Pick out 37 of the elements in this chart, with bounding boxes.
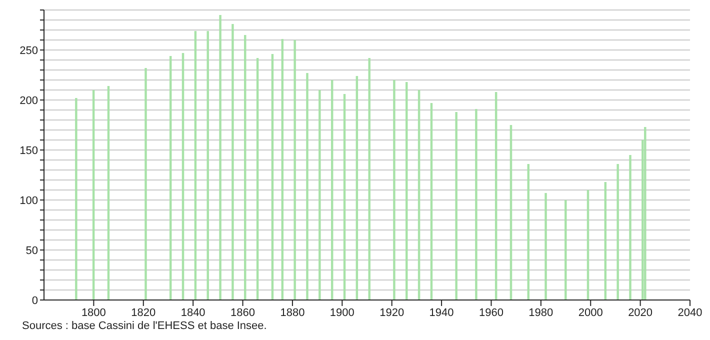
bar xyxy=(368,58,370,300)
x-tick-label: 1980 xyxy=(528,306,554,319)
x-tick-label: 1960 xyxy=(478,306,504,319)
y-tick-label: 50 xyxy=(26,244,38,257)
bar xyxy=(616,164,619,300)
x-tick-label: 2020 xyxy=(628,306,653,319)
y-tick-label: 200 xyxy=(20,94,38,107)
bar xyxy=(144,68,147,300)
bar xyxy=(294,40,296,300)
bar xyxy=(544,193,547,300)
bar xyxy=(232,24,234,300)
y-tick-label: 250 xyxy=(20,44,38,57)
bar xyxy=(306,73,308,300)
bar xyxy=(629,155,632,300)
bar xyxy=(318,90,321,300)
source-note: Sources : base Cassini de l'EHESS et base Insee. xyxy=(22,320,268,332)
x-tick-label: 1880 xyxy=(280,306,305,319)
bar xyxy=(564,200,567,300)
y-tick-label: 100 xyxy=(20,194,38,207)
bar xyxy=(455,112,458,300)
bar xyxy=(206,31,209,300)
x-tick-label: 1860 xyxy=(230,306,256,319)
x-tick-label: 1900 xyxy=(330,306,354,319)
y-tick-label: 150 xyxy=(20,144,38,157)
x-tick-label: 2040 xyxy=(678,306,702,319)
x-tick-label: 1800 xyxy=(81,306,106,319)
bar xyxy=(475,109,478,300)
x-tick-label: 1840 xyxy=(180,306,206,319)
bar xyxy=(75,98,78,300)
x-tick-label: 1820 xyxy=(131,306,156,319)
bar xyxy=(219,15,222,300)
bar xyxy=(393,80,396,300)
x-tick-label: 1940 xyxy=(429,306,454,319)
x-tick-label: 1920 xyxy=(380,306,404,319)
x-tick-label: 2000 xyxy=(578,306,603,319)
y-tick-label: 0 xyxy=(32,294,38,307)
bar xyxy=(644,127,646,300)
